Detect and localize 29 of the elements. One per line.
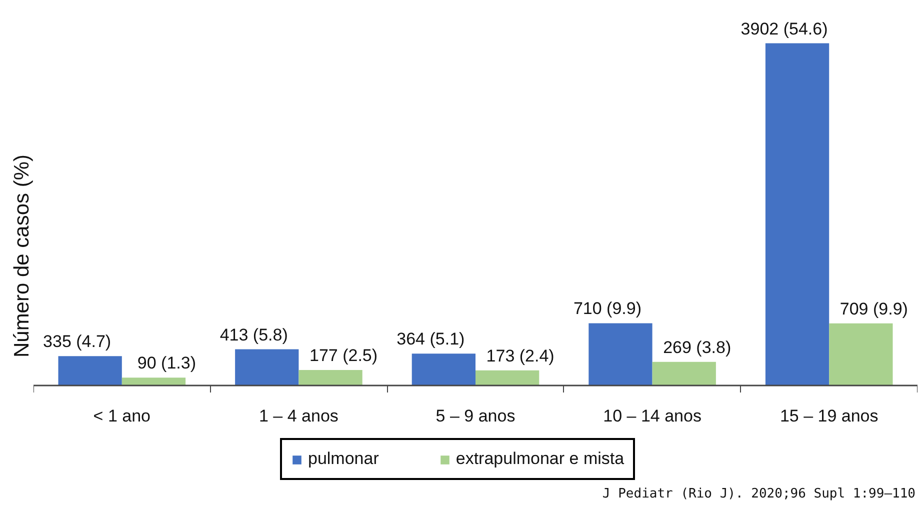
legend-label: extrapulmonar e mista [456,449,624,469]
x-tick-label: 15 – 19 anos [780,406,878,426]
x-tick-label: 10 – 14 anos [603,406,702,426]
text: J Pediatr (Rio J). 2020;96 Supl 1:99–110 [602,486,916,502]
data-label: 269 (3.8) [663,338,732,357]
bar [298,370,362,386]
data-label: 709 (9.9) [840,299,908,318]
data-label: 710 (9.9) [573,299,642,318]
legend-label: pulmonar [308,449,379,469]
data-label: 177 (2.5) [310,346,378,365]
x-tick-label: < 1 ano [93,406,151,426]
bar [476,370,540,386]
y-axis-title: Número de casos (%) [10,154,34,358]
x-tick-label: 5 – 9 anos [436,406,516,426]
bar [765,43,830,386]
bar [652,362,716,386]
data-label: 173 (2.4) [486,346,554,366]
data-label: 335 (4.7) [43,332,112,352]
data-label: 364 (5.1) [396,330,465,349]
bar [412,354,476,386]
bar [122,378,186,386]
bar [588,323,652,386]
bar [58,356,122,386]
bar [829,323,893,386]
data-label: 3902 (54.6) [740,19,828,38]
bar [235,349,299,386]
data-label: 90 (1.3) [137,354,196,373]
x-tick-label: 1 – 4 anos [259,406,338,426]
data-label: 413 (5.8) [220,325,288,344]
